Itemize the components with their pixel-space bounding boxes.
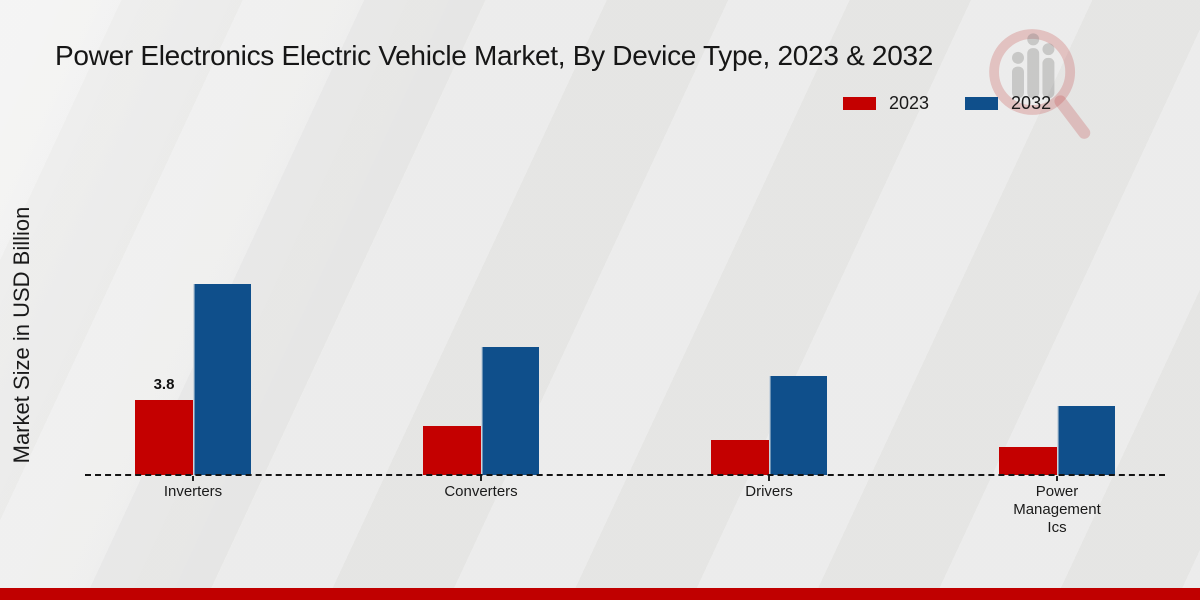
bar-2023-inverters [135,400,193,475]
bar-2032-inverters [193,284,251,475]
bar-value-label-2023-inverters: 3.8 [153,376,175,393]
category-label-drivers: Drivers [745,483,793,500]
bar-2023-drivers [711,440,769,475]
magnifier-bar-chart-watermark-icon [989,29,1091,139]
legend-swatch-2032 [965,97,999,110]
bar-2023-power-management-ics [999,447,1057,475]
legend-item-2023: 2023 [843,93,929,114]
category-label-converters: Converters [444,483,518,500]
x-tick-drivers [768,476,770,481]
x-tick-power-management-ics [1056,476,1058,481]
x-tick-inverters [192,476,194,481]
x-axis-baseline [85,474,1165,476]
bar-2023-converters [423,426,481,475]
category-label-inverters: Inverters [163,483,223,500]
y-axis-label: Market Size in USD Billion [9,206,34,464]
legend-label-2032: 2032 [1011,93,1052,113]
legend-swatch-2023 [843,97,876,110]
bar-2032-power-management-ics [1057,406,1115,475]
legend-label-2023: 2023 [889,93,930,113]
chart-title: Power Electronics Electric Vehicle Marke… [55,40,934,71]
legend-item-2032: 2032 [965,93,1051,114]
bottom-accent-stripe [0,588,1200,600]
x-tick-converters [480,476,482,481]
legend: 2023 2032 [843,93,1051,114]
category-label-power-management-ics: Power Management Ics [1013,483,1101,536]
bar-2032-drivers [769,376,827,475]
bar-2032-converters [481,347,539,475]
